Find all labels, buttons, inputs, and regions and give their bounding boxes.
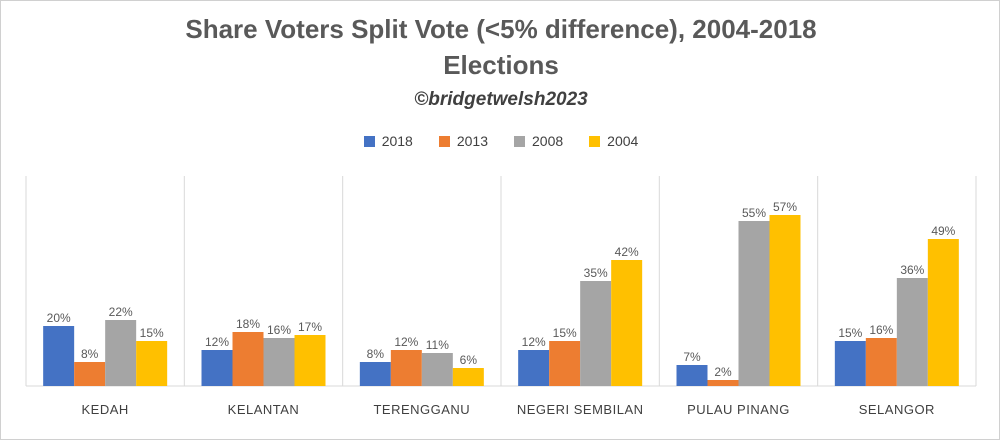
- bar-2018: [676, 365, 708, 386]
- category-label: PULAU PINANG: [687, 402, 790, 417]
- legend-item-2013: 2013: [438, 133, 488, 149]
- data-label: 17%: [298, 320, 322, 334]
- legend-label: 2004: [607, 133, 639, 149]
- bar-2013: [74, 362, 106, 386]
- bar-2018: [518, 350, 550, 386]
- data-label: 35%: [584, 266, 608, 280]
- data-label: 12%: [394, 335, 418, 349]
- data-label: 22%: [109, 305, 133, 319]
- data-label: 8%: [367, 347, 385, 361]
- bar-2008: [738, 221, 770, 386]
- category-label: KEDAH: [82, 402, 129, 417]
- data-label: 42%: [615, 245, 639, 259]
- bar-2013: [549, 341, 581, 386]
- bar-2013: [865, 338, 897, 386]
- legend-swatch: [438, 135, 450, 147]
- data-label: 8%: [81, 347, 99, 361]
- legend-item-2004: 2004: [589, 133, 638, 149]
- data-label: 18%: [236, 317, 260, 331]
- legend: 2018 2013 2008 2004: [1, 133, 999, 149]
- data-label: 15%: [140, 326, 164, 340]
- legend-swatch: [514, 135, 525, 147]
- category-label: KELANTAN: [228, 402, 300, 417]
- bar-2008: [896, 278, 928, 386]
- chart-title-line2: Elections: [443, 50, 559, 80]
- data-label: 15%: [553, 326, 577, 340]
- legend-label: 2018: [381, 133, 413, 149]
- data-label: 15%: [838, 326, 862, 340]
- bar-2004: [611, 260, 643, 386]
- chart-title: Share Voters Split Vote (<5% difference)…: [185, 14, 817, 44]
- legend-swatch: [363, 135, 375, 147]
- data-label: 11%: [426, 338, 449, 352]
- chart-subtitle: ©bridgetwelsh2023: [414, 89, 588, 110]
- bar-2004: [452, 368, 484, 386]
- data-label: 2%: [714, 365, 732, 379]
- bar-2008: [263, 338, 295, 386]
- bar-2008: [580, 281, 612, 386]
- bar-2018: [43, 326, 75, 386]
- bar-2004: [136, 341, 168, 386]
- data-label: 12%: [205, 335, 229, 349]
- bar-2004: [769, 215, 801, 386]
- bar-2008: [105, 320, 137, 386]
- bar-2008: [421, 353, 453, 386]
- legend-item-2008: 2008: [514, 133, 563, 149]
- bar-2018: [359, 362, 391, 386]
- legend-swatch: [589, 135, 601, 147]
- legend-label: 2008: [532, 133, 564, 149]
- data-label: 36%: [900, 263, 924, 277]
- data-label: 12%: [522, 335, 546, 349]
- category-label: SELANGOR: [859, 402, 935, 417]
- data-label: 6%: [460, 353, 478, 367]
- category-label: NEGERI SEMBILAN: [517, 402, 644, 417]
- legend-label: 2013: [456, 133, 488, 149]
- data-label: 55%: [742, 206, 766, 220]
- bar-2018: [201, 350, 233, 386]
- bar-2004: [294, 335, 326, 386]
- data-label: 16%: [267, 323, 291, 337]
- data-label: 20%: [47, 311, 71, 325]
- data-label: 49%: [931, 224, 955, 238]
- bar-2004: [927, 239, 959, 386]
- bar-2018: [834, 341, 866, 386]
- legend-item-2018: 2018: [363, 133, 413, 149]
- bar-2013: [390, 350, 422, 386]
- category-label: TERENGGANU: [373, 402, 470, 417]
- data-label: 16%: [869, 323, 893, 337]
- data-label: 7%: [683, 350, 701, 364]
- data-label: 57%: [773, 200, 797, 214]
- bar-2013: [707, 380, 739, 386]
- bar-2013: [232, 332, 264, 386]
